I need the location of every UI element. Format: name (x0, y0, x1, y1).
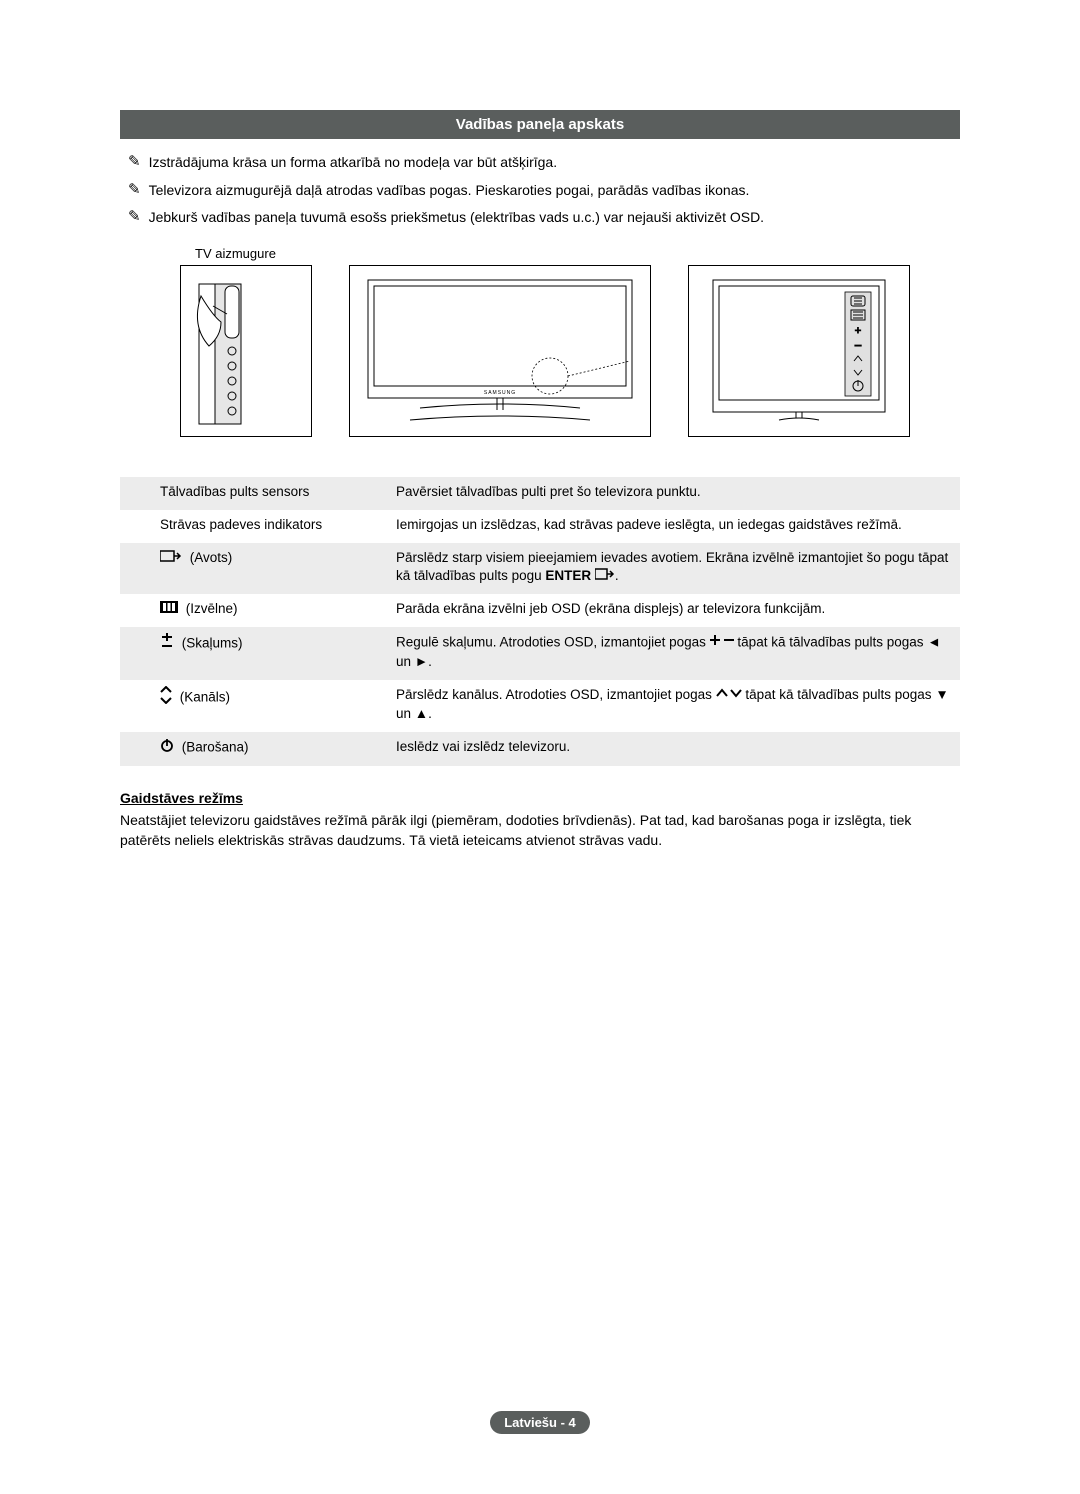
note-icon: ✎ (128, 153, 141, 171)
row-desc: Regulē skaļumu. Atrodoties OSD, izmantoj… (388, 627, 960, 680)
row-desc: Pārslēdz starp visiem pieejamiem ievades… (388, 543, 960, 595)
row-label: Strāvas padeves indikators (120, 510, 388, 543)
note-item: ✎ Televizora aizmugurējā daļā atrodas va… (120, 181, 960, 201)
plus-minus-icon (710, 633, 734, 653)
up-down-chevron-icon (716, 686, 742, 705)
row-label: (Avots) (120, 543, 388, 595)
row-label-text: (Avots) (190, 550, 233, 565)
page-footer: Latviešu - 4 (0, 1411, 1080, 1434)
table-row: (Skaļums) Regulē skaļumu. Atrodoties OSD… (120, 627, 960, 680)
svg-text:SAMSUNG: SAMSUNG (484, 390, 516, 396)
note-text: Izstrādājuma krāsa un forma atkarībā no … (149, 153, 558, 173)
row-label-text: (Skaļums) (182, 636, 243, 651)
row-label: (Skaļums) (120, 627, 388, 680)
table-row: Tālvadības pults sensors Pavērsiet tālva… (120, 477, 960, 510)
controls-table: Tālvadības pults sensors Pavērsiet tālva… (120, 477, 960, 766)
table-row: Strāvas padeves indikators Iemirgojas un… (120, 510, 960, 543)
row-desc: Pavērsiet tālvadības pulti pret šo telev… (388, 477, 960, 510)
volume-icon (160, 633, 174, 655)
table-row: (Barošana) Ieslēdz vai izslēdz televizor… (120, 732, 960, 766)
row-label: (Barošana) (120, 732, 388, 766)
svg-text:−: − (854, 338, 862, 353)
row-label: Tālvadības pults sensors (120, 477, 388, 510)
note-item: ✎ Izstrādājuma krāsa un forma atkarībā n… (120, 153, 960, 173)
left-arrow-icon: ◄ (927, 635, 940, 650)
row-label: (Kanāls) (120, 680, 388, 732)
row-desc: Pārslēdz kanālus. Atrodoties OSD, izmant… (388, 680, 960, 732)
osd-panel-diagram: + − (688, 265, 910, 437)
row-desc: Ieslēdz vai izslēdz televizoru. (388, 732, 960, 766)
row-label: (Izvēlne) (120, 594, 388, 627)
note-text: Jebkurš vadības paneļa tuvumā esošs prie… (149, 208, 765, 228)
diagrams-row: SAMSUNG + − (180, 265, 910, 437)
note-icon: ✎ (128, 181, 141, 199)
standby-heading: Gaidstāves režīms (120, 790, 960, 806)
row-desc: Iemirgojas un izslēdzas, kad strāvas pad… (388, 510, 960, 543)
enter-icon (595, 567, 615, 586)
diagram-label: TV aizmugure (195, 246, 960, 261)
page: Vadības paneļa apskats ✎ Izstrādājuma kr… (0, 0, 1080, 1494)
footer-label: Latviešu - 4 (490, 1411, 590, 1434)
down-arrow-icon: ▼ (935, 687, 948, 702)
table-row: (Kanāls) Pārslēdz kanālus. Atrodoties OS… (120, 680, 960, 732)
tv-back-diagram (180, 265, 312, 437)
row-label-text: (Izvēlne) (186, 601, 238, 616)
power-icon (160, 738, 174, 758)
section-header: Vadības paneļa apskats (120, 110, 960, 139)
row-desc: Parāda ekrāna izvēlni jeb OSD (ekrāna di… (388, 594, 960, 627)
row-label-text: (Barošana) (182, 739, 249, 754)
svg-text:+: + (855, 325, 861, 337)
note-icon: ✎ (128, 208, 141, 226)
menu-icon (160, 600, 178, 619)
note-text: Televizora aizmugurējā daļā atrodas vadī… (149, 181, 750, 201)
table-row: (Izvēlne) Parāda ekrāna izvēlni jeb OSD … (120, 594, 960, 627)
row-label-text: (Kanāls) (180, 690, 230, 705)
channel-icon (160, 686, 172, 710)
right-arrow-icon: ► (415, 654, 428, 669)
source-icon (160, 549, 182, 568)
table-row: (Avots) Pārslēdz starp visiem pieejamiem… (120, 543, 960, 595)
standby-text: Neatstājiet televizoru gaidstāves režīmā… (120, 810, 960, 851)
up-arrow-icon: ▲ (415, 706, 428, 721)
note-item: ✎ Jebkurš vadības paneļa tuvumā esošs pr… (120, 208, 960, 228)
tv-front-diagram: SAMSUNG (349, 265, 651, 437)
